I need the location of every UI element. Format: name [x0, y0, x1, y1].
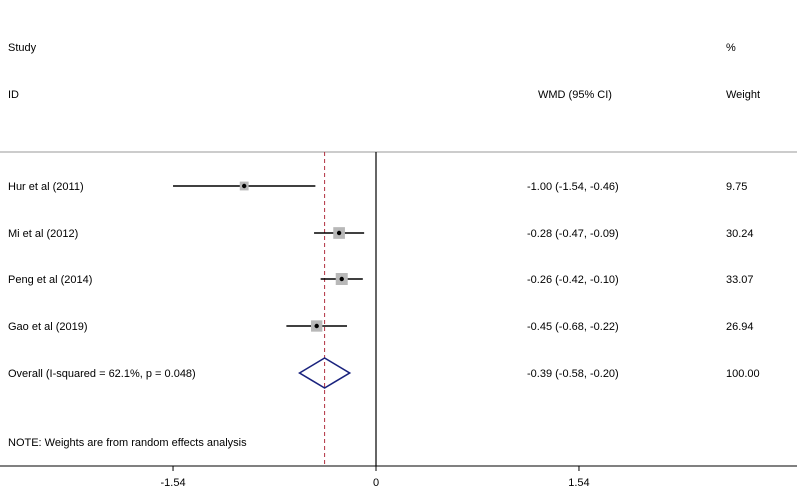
id-header: ID: [8, 89, 19, 101]
overall-weight: 100.00: [726, 368, 760, 380]
study-label: Peng et al (2014): [8, 274, 92, 286]
wmd-header: WMD (95% CI): [538, 89, 612, 101]
weight-value: 9.75: [726, 181, 747, 193]
overall-effect-text: -0.39 (-0.58, -0.20): [527, 368, 619, 380]
percent-header: %: [726, 42, 736, 54]
point-estimate: [336, 230, 342, 236]
effect-size-text: -0.26 (-0.42, -0.10): [527, 274, 619, 286]
x-tick-label: -1.54: [160, 477, 185, 489]
effect-size-text: -0.28 (-0.47, -0.09): [527, 228, 619, 240]
x-tick-label: 1.54: [568, 477, 589, 489]
footnote: NOTE: Weights are from random effects an…: [8, 437, 247, 449]
weight-value: 33.07: [726, 274, 754, 286]
effect-size-text: -0.45 (-0.68, -0.22): [527, 321, 619, 333]
plot-marks: -1.54 0 1.54 Hur et al (2011) -1.00 (-1.54, …: [0, 152, 797, 489]
point-estimate: [339, 276, 344, 282]
overall-diamond: [297, 357, 352, 389]
study-label: Hur et al (2011): [8, 181, 84, 193]
point-estimate: [242, 183, 247, 189]
study-header: Study: [8, 42, 37, 54]
point-estimate: [314, 323, 319, 329]
study-label: Mi et al (2012): [8, 228, 78, 240]
weight-header: Weight: [726, 89, 760, 101]
overall-label: Overall (I-squared = 62.1%, p = 0.048): [8, 368, 196, 380]
study-label: Gao et al (2019): [8, 321, 88, 333]
effect-size-text: -1.00 (-1.54, -0.46): [527, 181, 619, 193]
weight-value: 30.24: [726, 228, 754, 240]
x-tick-label: 0: [373, 477, 379, 489]
weight-value: 26.94: [726, 321, 754, 333]
